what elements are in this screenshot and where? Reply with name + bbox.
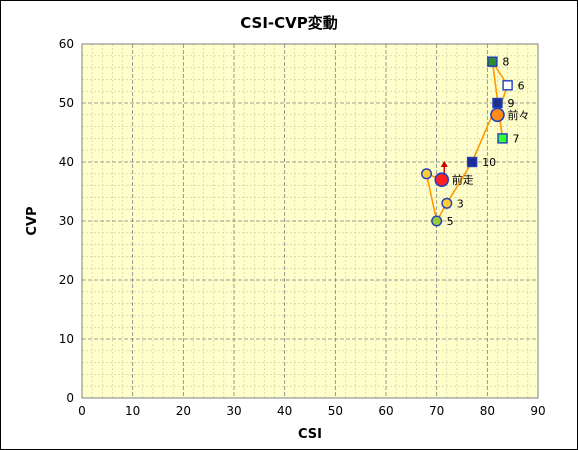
x-tick-label: 40 (277, 404, 292, 418)
point-marker-square (502, 80, 513, 91)
point-label: 10 (482, 156, 496, 169)
x-tick-label: 30 (226, 404, 241, 418)
x-tick-label: 50 (328, 404, 343, 418)
x-tick-label: 70 (429, 404, 444, 418)
grid (81, 43, 539, 399)
point-label: 6 (518, 79, 525, 92)
point-label: 7 (513, 132, 520, 145)
markers (421, 56, 513, 227)
y-tick-label: 50 (59, 96, 74, 110)
series-line (425, 61, 509, 224)
tick-labels: 0 10 20 30 40 50 60 70 80 90 0 10 20 30 40 50 60 (59, 37, 546, 418)
point-marker-large (434, 172, 450, 187)
x-tick-label: 80 (480, 404, 495, 418)
point-marker-square (492, 97, 503, 109)
point-marker-large (490, 107, 505, 123)
y-tick-label: 10 (59, 332, 74, 346)
point-marker (441, 197, 453, 209)
y-tick-label: 60 (59, 37, 74, 51)
chart-title: CSI-CVP変動 (240, 14, 338, 32)
y-tick-label: 0 (66, 391, 74, 405)
x-axis-title: CSI (298, 427, 322, 442)
arrow-head (440, 160, 448, 167)
y-tick-label: 20 (59, 273, 74, 287)
point-label: 5 (447, 215, 454, 228)
point-marker (421, 168, 433, 180)
point-marker-square (466, 156, 478, 168)
x-tick-label: 20 (176, 404, 191, 418)
point-label: 前々 (507, 108, 529, 122)
x-tick-label: 0 (78, 404, 86, 418)
point-label: 3 (457, 197, 464, 210)
point-marker-square (497, 133, 508, 144)
x-tick-label: 60 (378, 404, 393, 418)
plot-border (81, 43, 539, 399)
y-axis-title: CVP (25, 206, 40, 235)
y-tick-label: 40 (59, 155, 74, 169)
point-marker (431, 215, 443, 227)
point-label: 9 (507, 97, 514, 110)
point-label: 前走 (452, 173, 474, 187)
point-label: 8 (502, 56, 509, 69)
x-tick-label: 90 (530, 404, 545, 418)
point-marker-square (487, 56, 498, 67)
y-tick-label: 30 (59, 214, 74, 228)
x-tick-label: 10 (125, 404, 140, 418)
